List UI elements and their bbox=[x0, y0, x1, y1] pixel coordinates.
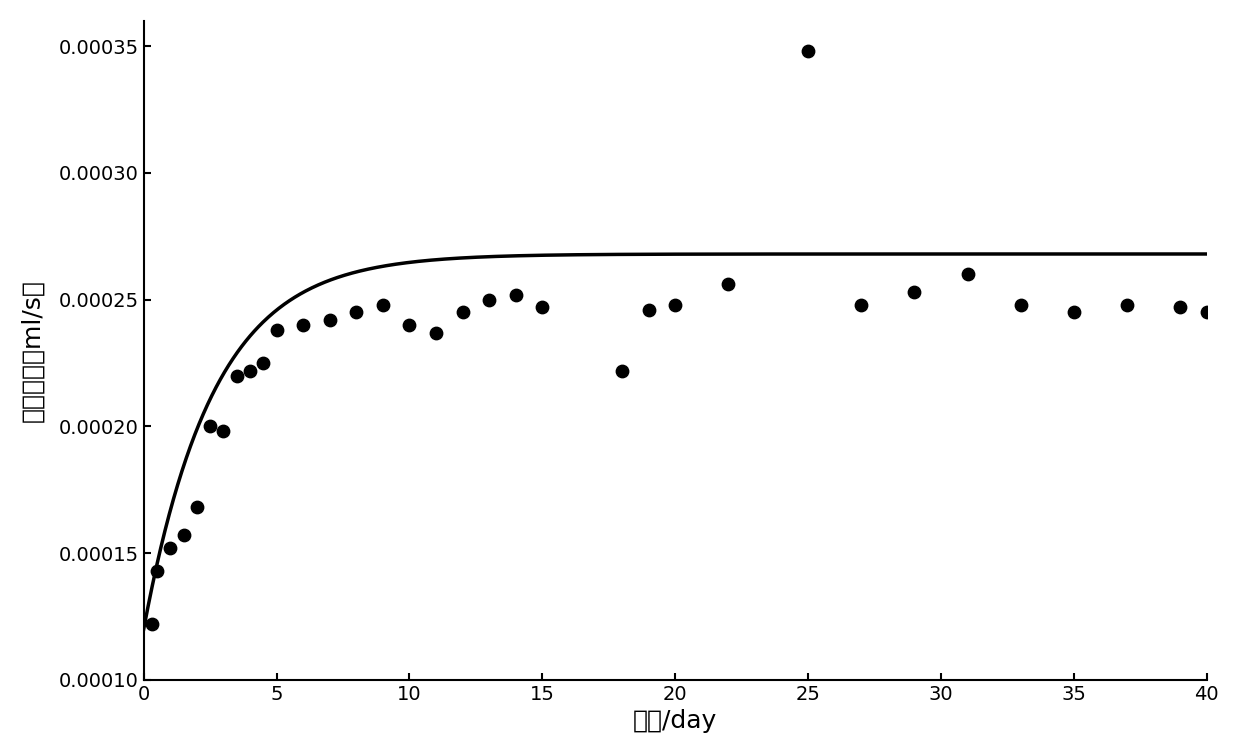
Point bbox=[480, 293, 500, 305]
Point bbox=[453, 306, 472, 318]
Point bbox=[148, 565, 167, 577]
Point bbox=[639, 304, 658, 316]
Point bbox=[267, 324, 286, 336]
Point bbox=[174, 529, 193, 541]
Point bbox=[373, 299, 393, 311]
Point bbox=[227, 369, 247, 382]
Point bbox=[1011, 299, 1030, 311]
Y-axis label: 扩散量／（ml/s）: 扩散量／（ml/s） bbox=[21, 279, 45, 421]
Point bbox=[160, 542, 180, 554]
Point bbox=[532, 301, 552, 313]
Point bbox=[213, 425, 233, 437]
X-axis label: 时间/day: 时间/day bbox=[634, 710, 718, 733]
Point bbox=[1171, 301, 1190, 313]
Point bbox=[187, 501, 207, 513]
Point bbox=[399, 319, 419, 331]
Point bbox=[666, 299, 686, 311]
Point bbox=[613, 364, 632, 376]
Point bbox=[346, 306, 366, 318]
Point bbox=[904, 286, 924, 298]
Point bbox=[320, 314, 340, 326]
Point bbox=[718, 278, 738, 290]
Point bbox=[253, 357, 273, 369]
Point bbox=[799, 45, 818, 57]
Point bbox=[1197, 306, 1216, 318]
Point bbox=[1064, 306, 1084, 318]
Point bbox=[241, 364, 260, 376]
Point bbox=[852, 299, 872, 311]
Point bbox=[141, 618, 161, 630]
Point bbox=[200, 420, 219, 432]
Point bbox=[957, 268, 977, 280]
Point bbox=[1117, 299, 1137, 311]
Point bbox=[506, 289, 526, 301]
Point bbox=[427, 326, 446, 339]
Point bbox=[294, 319, 314, 331]
